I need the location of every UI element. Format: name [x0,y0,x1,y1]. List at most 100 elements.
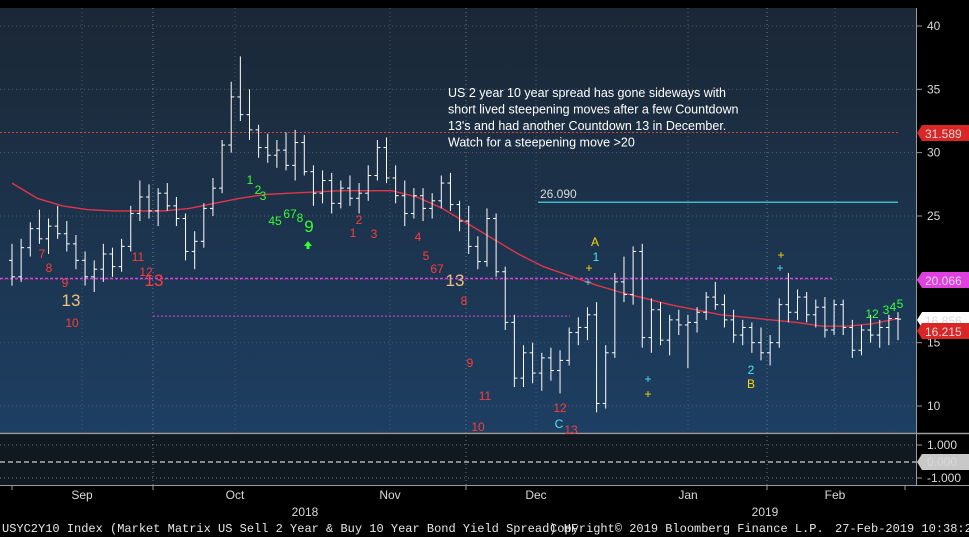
countdown-label: 1 [247,173,254,187]
ohlc-bar [264,133,271,163]
ohlc-bar [438,175,445,209]
ohlc-bar [885,314,892,346]
countdown-label: 9 [467,356,474,370]
ohlc-bar [346,175,353,206]
countdown-label: 2 [255,183,262,197]
ohlc-bar [209,177,216,216]
ohlc-bar [255,124,262,158]
footer-security: USYC2Y10 Index (Market Matrix US Sell 2 … [2,522,578,536]
countdown-label: 45 [268,214,282,228]
countdown-label: 2 [748,363,755,377]
ohlc-bar [547,347,554,381]
countdown-label: A [591,235,599,249]
ohlc-bar [712,281,719,310]
y-axis-tick-label: 25 [927,209,941,223]
y-axis-tick-label: 40 [927,19,941,33]
ohlc-bar [566,327,573,366]
ohlc-bar [374,139,381,181]
ohlc-bar [447,172,454,211]
ohlc-bar [474,236,481,270]
ohlc-bar [529,342,536,384]
ohlc-bar [27,222,34,257]
ohlc-bar [191,231,198,270]
footer-timestamp: 27-Feb-2019 10:38:22 [835,522,969,536]
x-axis-month-label: Oct [226,488,245,502]
countdown-label: 10 [471,420,485,434]
countdown-label: 12 [139,265,153,279]
ohlc-bar [164,183,171,211]
ohlc-bar [493,213,500,277]
countdown-label: 9 [304,217,313,236]
ohlc-bar [557,350,564,394]
ohlc-bar [310,165,317,206]
x-axis-year-label: 2018 [292,505,319,519]
ohlc-bar [273,139,280,168]
countdown-label: + [777,248,784,262]
countdown-label: 10 [65,316,79,330]
y-axis-tick-label: 35 [927,82,941,96]
countdown-label: 67 [283,207,297,221]
lower-tick-label: 1.000 [927,438,957,452]
annotation-line: US 2 year 10 year spread has gone sidewa… [448,86,726,100]
ohlc-bar [739,319,746,346]
annotation-line: Watch for a steepening move >20 [448,136,635,150]
lower-value-tag-bg [917,454,969,470]
countdown-label: B [747,377,755,391]
countdown-label: + [585,261,592,275]
countdown-label: 1 [350,226,357,240]
footer-copyright: Copyright© 2019 Bloomberg Finance L.P. [550,522,824,536]
ohlc-bar [538,352,545,391]
ohlc-bar [91,260,98,292]
countdown-label: 4 [415,230,422,244]
ohlc-bar [684,314,691,368]
ohlc-bar [767,335,774,366]
countdown-label: 8 [297,211,304,225]
ohlc-bar [392,165,399,204]
ohlc-bar [849,319,856,358]
footer: USYC2Y10 Index (Market Matrix US Sell 2 … [2,522,969,536]
x-axis-month-label: Nov [379,488,400,502]
ohlc-bar [584,307,591,341]
countdown-label: 13 [564,423,578,437]
ohlc-bar [803,291,810,323]
countdown-label: 8 [46,261,53,275]
ohlc-bar [730,309,737,343]
countdown-label: 3 [371,227,378,241]
ohlc-bar [200,203,207,248]
ohlc-bar [410,188,417,219]
main-plot-area [0,8,916,433]
ohlc-bar [9,243,15,286]
ohlc-bar [611,272,618,358]
price-tag-label: 16.215 [925,325,962,339]
ohlc-bar [319,170,326,204]
ohlc-bar [246,89,253,140]
ohlc-bar [575,317,582,346]
ohlc-bar [456,200,463,232]
y-axis-tick-label: 30 [927,146,941,160]
countdown-label: 13 [62,291,81,310]
ohlc-bar [136,180,143,222]
level-line-mid-label: 26.090 [540,187,577,201]
countdown-label: 7 [39,247,46,261]
ohlc-bar [54,205,61,239]
ohlc-bar [821,297,828,338]
countdown-label: + [644,387,651,401]
ohlc-bar [876,319,883,348]
price-tag-bg [917,272,969,288]
price-tag-label: 31.589 [925,127,962,141]
ohlc-bar [146,184,153,219]
x-axis-month-label: Dec [525,488,546,502]
ohlc-bar [694,307,701,333]
x-axis-month-label: Jan [678,488,697,502]
countdown-label: 67 [430,262,444,276]
ohlc-bar [748,322,755,353]
ohlc-bar [895,312,901,341]
ohlc-bar [155,188,162,227]
ohlc-bar [109,247,116,277]
up-arrow-icon [304,241,312,249]
ohlc-bar [657,302,664,346]
countdown-label: + [776,261,783,275]
ohlc-bar [831,299,838,336]
ohlc-bar [356,183,363,214]
